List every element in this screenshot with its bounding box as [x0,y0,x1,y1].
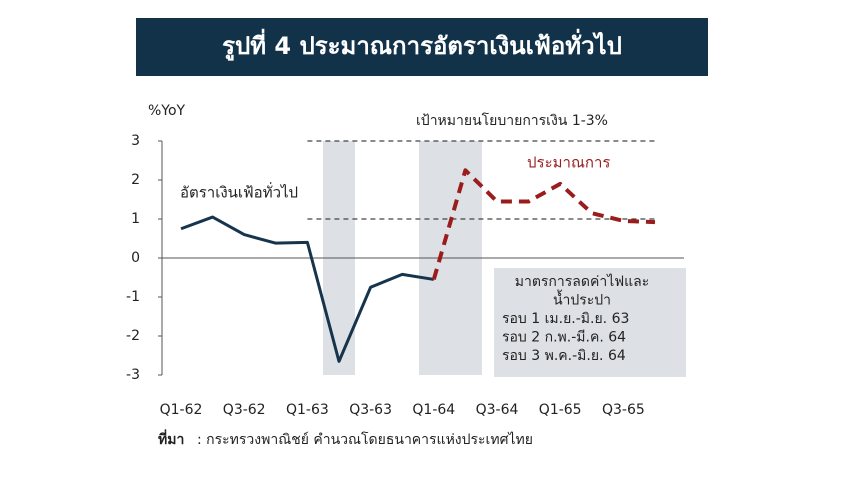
source: : กระทรวงพาณิชย์ คำนวณโดยธนาคารแห่งประเท… [197,431,533,448]
annotation-box [494,268,686,377]
x-tick-label: Q3-63 [349,402,392,418]
x-tick-label: Q3-64 [476,402,519,418]
y-tick-label: -3 [126,367,140,383]
series-label: อัตราเงินเฟ้อทั่วไป [180,182,298,202]
series-line [180,215,435,363]
y-tick-label: 3 [131,133,140,149]
annotation-line: รอบ 3 พ.ค.-มิ.ย. 64 [502,348,626,364]
chart-title: รูปที่ 4 ประมาณการอัตราเงินเฟ้อทั่วไป [222,28,622,61]
x-tick-label: Q3-62 [223,402,266,418]
y-tick-label: -1 [126,289,140,305]
y-tick-label: 0 [131,250,140,266]
x-tick-label: Q1-65 [539,402,582,418]
x-tick-label: Q1-62 [160,402,203,418]
y-tick-label: 2 [131,172,140,188]
annotation-line: รอบ 1 เม.ย.-มิ.ย. 63 [502,311,629,327]
annotation-line: น้ำประปา [553,290,611,309]
title-banner [136,18,708,76]
x-tick-label: Q1-64 [412,402,455,418]
y-axis-label: %YoY [148,103,186,119]
series-label: ประมาณการ [527,154,610,172]
x-tick-label: Q3-65 [602,402,645,418]
y-tick-label: 1 [131,211,140,227]
target-label: เป้าหมายนโยบายการเงิน 1-3% [416,112,608,129]
annotation-line: รอบ 2 ก.พ.-มี.ค. 64 [502,330,626,346]
x-tick-label: Q1-63 [286,402,329,418]
y-tick-label: -2 [126,328,140,344]
source-label: ที่มา [158,429,184,448]
annotation-line: มาตรการลดค่าไฟและ [515,273,650,290]
series-line [431,168,656,281]
